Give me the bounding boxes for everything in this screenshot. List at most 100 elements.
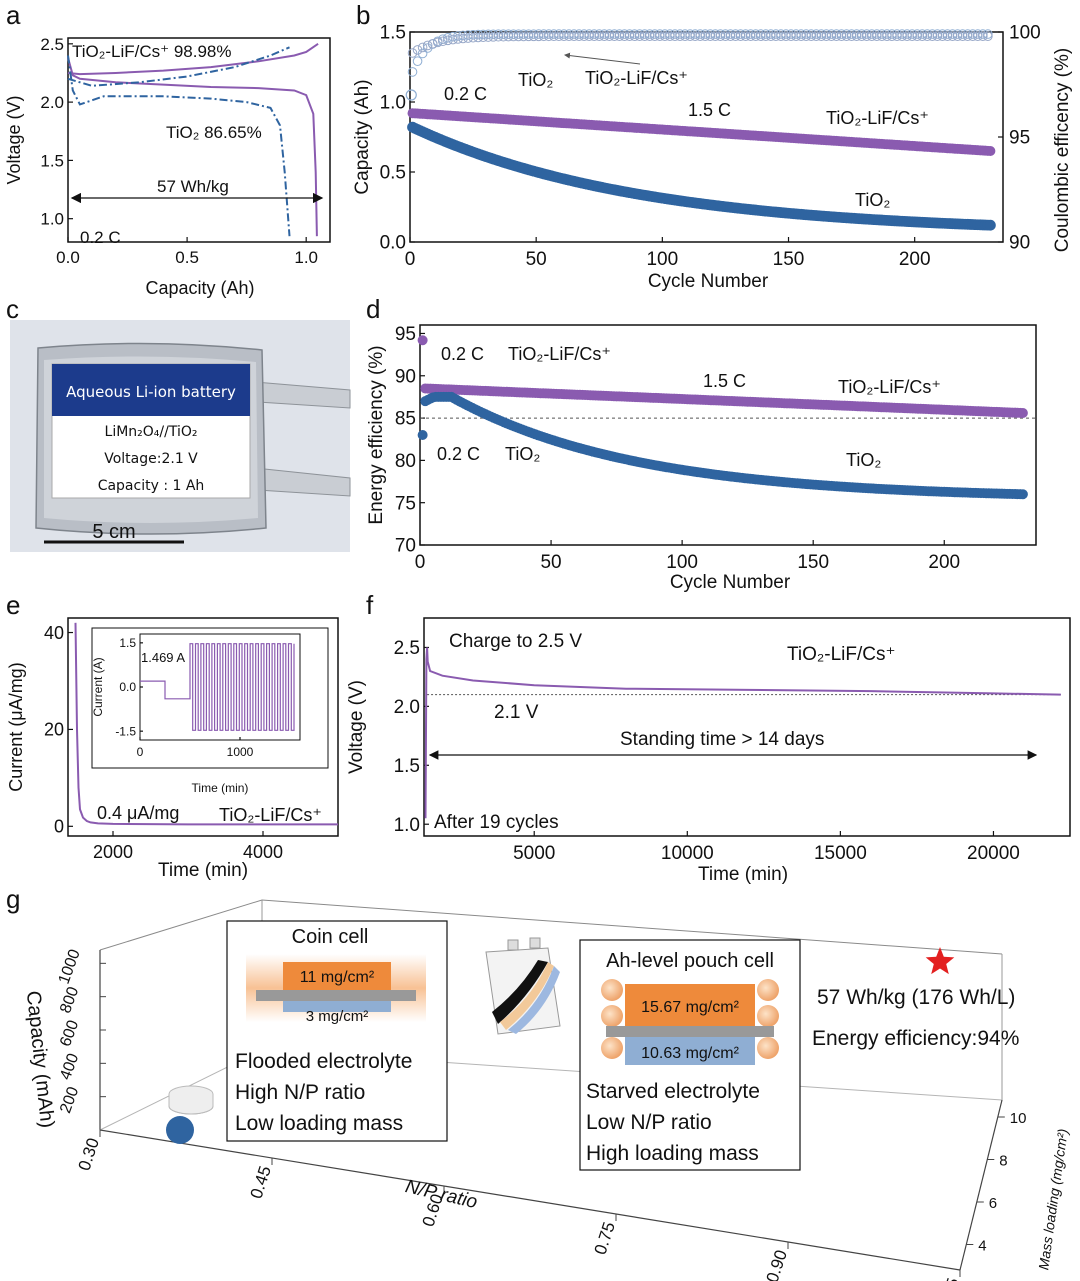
ce-tio2-point [720, 29, 731, 39]
panel-b-y-ticklabel: 1.5 [380, 23, 406, 44]
panel-a-y-ticklabel: 1.5 [40, 151, 64, 170]
ce-lif-point [740, 31, 751, 42]
pouch-line1: Starved electrolyte [586, 1080, 760, 1103]
ce-tio2-point [730, 29, 741, 39]
pouch-line3: High loading mass [586, 1142, 759, 1165]
panel-label-d: d [366, 294, 380, 324]
panel-f-y-ticklabel: 2.0 [394, 697, 420, 718]
panel-e-label-value: 0.4 μA/mg [97, 803, 179, 823]
ce-lif-point [841, 31, 852, 42]
ce-tio2-point [624, 29, 635, 39]
panel-b-label-rate2: 1.5 C [688, 100, 731, 120]
ce-tio2-point [453, 31, 463, 41]
coin-top-layer [283, 962, 391, 990]
ce-lif-point [801, 31, 811, 42]
pouch-cell-icon [485, 937, 561, 1035]
panel-g-chart: 0.300.450.600.750.901.052004006008001000… [22, 899, 1071, 1281]
ee-lif-point [1017, 408, 1028, 418]
ce-lif-point [761, 31, 771, 42]
ce-lif-point [407, 48, 418, 58]
coin-cell-box: Coin cell 11 mg/cm² 3 mg/cm² Flooded ele… [226, 920, 448, 1142]
panel-a-line [67, 57, 318, 237]
panel-a-y-ticklabel: 1.0 [40, 210, 64, 229]
ce-tio2-point [599, 29, 610, 39]
ce-tio2-point [801, 29, 811, 39]
ce-tio2-point [947, 29, 958, 39]
panel-b-label-cap-lif: TiO₂-LiF/Cs⁺ [826, 108, 929, 128]
ce-lif-point [417, 42, 428, 53]
panel-e-y-ticklabel: 40 [44, 623, 64, 643]
ce-lif-point [508, 31, 519, 42]
pouch-ball [757, 979, 779, 1001]
panel-b-y-ticklabel: 1.0 [380, 93, 406, 114]
panel-e-x-ticklabel: 2000 [93, 842, 133, 862]
ce-tio2-point [629, 29, 640, 39]
ce-tio2-point [528, 29, 539, 39]
panel-a-ylabel: Voltage (V) [4, 95, 24, 184]
ce-tio2-point [407, 67, 418, 77]
panel-e-series [74, 622, 338, 826]
panel-a-x-ticklabel: 0.0 [56, 248, 80, 267]
ce-lif-point [483, 32, 494, 42]
ce-tio2-point [549, 29, 559, 39]
panel-b-label-ce-lif: TiO₂-LiF/Cs⁺ [585, 68, 688, 88]
panel-d-label-low-name: TiO₂ [505, 444, 540, 464]
pouch-ball [757, 1005, 779, 1027]
ce-tio2-point [761, 29, 771, 39]
g-ylabel: Capacity (mAh) [22, 990, 58, 1129]
g-y-ticklabel: 800 [57, 985, 82, 1016]
ce-lif-point [473, 32, 483, 43]
ce-tio2-point [927, 29, 938, 39]
ce-lif-point [614, 31, 625, 42]
inset-ylabel: Current (A) [91, 657, 105, 716]
inset-label: 1.469 A [141, 650, 185, 665]
ce-lif-point [866, 31, 877, 42]
panel-a-y-ticklabel: 2.5 [40, 35, 64, 54]
pouch-cell-box: Ah-level pouch cell 15.67 mg/cm² 10.63 m… [579, 939, 801, 1171]
ce-tio2-point [584, 29, 594, 39]
g-z-ticklabel: 10 [1010, 1110, 1027, 1127]
ce-lif-point [967, 31, 978, 42]
ce-tio2-point [695, 29, 705, 39]
scale-bar-label: 5 cm [92, 521, 135, 543]
ce-tio2-point [806, 29, 817, 39]
panel-b-y2-ticklabel: 95 [1009, 128, 1030, 149]
ce-lif-point [649, 31, 660, 42]
panel-d-x-ticklabel: 50 [540, 552, 561, 573]
ce-lif-point [498, 31, 509, 42]
ce-tio2-point [725, 29, 736, 39]
ce-lif-point [644, 31, 655, 42]
g-x-ticklabel: 1.05 [935, 1276, 963, 1281]
panel-b-label-cap-tio2: TiO₂ [855, 190, 890, 210]
ce-tio2-point [493, 29, 504, 40]
panel-a-xlabel: Capacity (Ah) [145, 278, 254, 298]
panel-d-label-lif: TiO₂-LiF/Cs⁺ [838, 377, 941, 397]
ce-lif-point [730, 31, 741, 42]
ce-lif-point [680, 31, 690, 42]
g-z-ticklabel: 8 [999, 1153, 1007, 1170]
panel-b-x-ticklabel: 0 [405, 249, 416, 270]
ce-tio2-point [897, 29, 907, 39]
ce-tio2-point [846, 29, 857, 39]
ce-tio2-point [589, 29, 600, 39]
ce-lif-point [670, 31, 680, 42]
ce-lif-point [523, 31, 534, 42]
panel-a-frame [67, 37, 331, 243]
ce-tio2-point [922, 29, 933, 39]
panel-b-series [405, 29, 996, 231]
ce-lif-point [412, 45, 423, 55]
panel-f-y-ticklabel: 2.5 [394, 638, 420, 659]
ce-lif-point [432, 37, 443, 48]
g-z-ticklabel: 6 [989, 1195, 997, 1212]
label-sticker-header [52, 364, 250, 416]
ce-tio2-point [639, 29, 650, 39]
panel-label-f: f [366, 590, 374, 620]
panel-f-frame [423, 617, 1071, 837]
g-np-axis [99, 1129, 961, 1271]
g-y-ticklabel: 600 [57, 1018, 82, 1049]
panel-a-y-ticklabel: 2.0 [40, 93, 64, 112]
ce-lif-point [528, 31, 539, 42]
ce-tio2-point [978, 29, 988, 39]
ce-lif-point [892, 31, 902, 42]
panel-f-label-name: TiO₂-LiF/Cs⁺ [787, 644, 896, 665]
